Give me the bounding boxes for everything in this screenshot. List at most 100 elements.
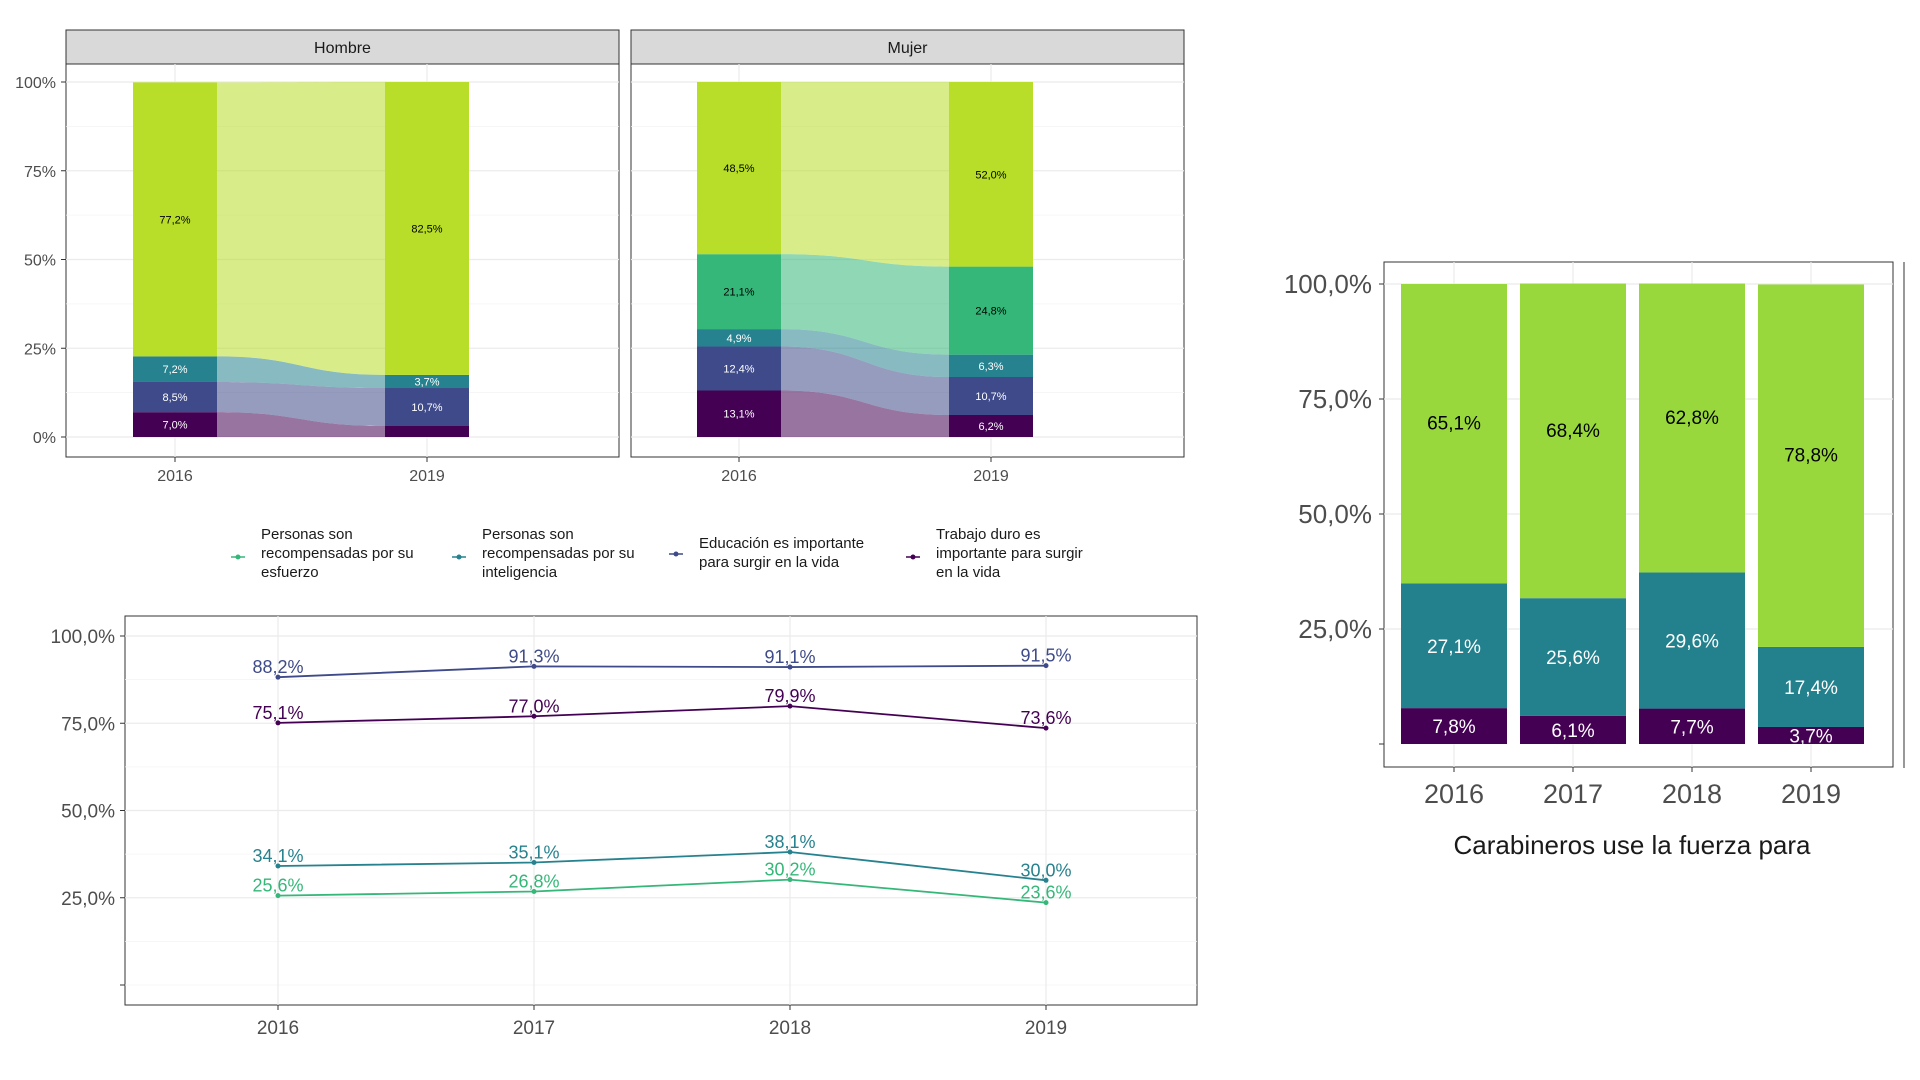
- x-tick-label: 2016: [157, 468, 193, 485]
- bar-segment-bar_teal: [1401, 583, 1507, 709]
- legend-label: importante para surgir: [936, 545, 1083, 562]
- legend-key-point: [673, 551, 679, 557]
- y-tick-label: 100,0%: [51, 627, 116, 648]
- legend: Personas son recompensadas por su esfuerzo…: [231, 526, 1083, 581]
- flow-inteligencia: [217, 356, 385, 389]
- series-esfuerzo: 25,6% 26,8% 30,2% 23,6%: [252, 860, 1072, 906]
- series-line: [277, 851, 1047, 882]
- data-label: 91,5%: [1020, 646, 1071, 666]
- bar-segment-bar_purple: [1758, 726, 1864, 744]
- data-label: 25,6%: [252, 876, 303, 896]
- y-tick-label: 0%: [33, 430, 56, 447]
- legend-key-point: [910, 554, 916, 560]
- data-label: 78,8%: [1784, 446, 1838, 467]
- bar-segment-other: [949, 82, 1033, 267]
- legend-item-esfuerzo: Personas son recompensadas por su esfuerzo: [231, 526, 414, 581]
- legend-item-educacion: Educación es importante para surgir en la…: [669, 535, 864, 571]
- data-label: 29,6%: [1665, 632, 1719, 653]
- legend-label: Personas son: [482, 526, 574, 543]
- data-label: 48,5%: [723, 163, 754, 175]
- legend-label: esfuerzo: [261, 564, 319, 581]
- data-point: [1043, 877, 1049, 883]
- x-tick-label: 2018: [1662, 779, 1722, 809]
- data-label: 21,1%: [723, 287, 754, 299]
- bar-segment-bar_green: [1639, 283, 1745, 573]
- series-educacion: 88,2% 91,3% 91,1% 91,5%: [252, 646, 1072, 680]
- bar-segment-esfuerzo: [949, 266, 1033, 355]
- x-tick-label: 2017: [513, 1018, 555, 1039]
- data-label: 82,5%: [411, 223, 442, 235]
- x-tick-label: 2018: [769, 1018, 811, 1039]
- data-label: 10,7%: [411, 402, 442, 414]
- facet-label: Hombre: [314, 40, 371, 57]
- legend-label: en la vida: [936, 564, 1001, 581]
- series-line: [277, 705, 1047, 730]
- y-tick-label: 100,0%: [1284, 269, 1372, 299]
- data-label: 6,2%: [978, 421, 1003, 433]
- data-label: 91,1%: [764, 647, 815, 667]
- data-point: [787, 664, 793, 670]
- data-label: 6,3%: [978, 361, 1003, 373]
- data-label: 12,4%: [723, 363, 754, 375]
- bar-segment-bar_teal: [1639, 572, 1745, 709]
- series-line: [277, 878, 1047, 904]
- data-point: [275, 674, 281, 680]
- y-tick-label: 25,0%: [61, 889, 115, 910]
- bar-segment-other: [385, 82, 469, 375]
- facet-panel-mujer: Mujer 13,1% 12,4% 4,9% 21,1% 48,5% 6,2% 10,7% 6,…: [630, 29, 1185, 485]
- data-label: 13,1%: [723, 409, 754, 421]
- legend-label: inteligencia: [482, 564, 558, 581]
- series-trabajo: 75,1% 77,0% 79,9% 73,6%: [252, 686, 1072, 731]
- data-point: [275, 720, 281, 726]
- data-label: 6,1%: [1551, 721, 1594, 742]
- flow-trabajo: [781, 390, 949, 437]
- data-label: 38,1%: [764, 832, 815, 852]
- data-point: [275, 893, 281, 899]
- bar-segment-educacion: [697, 346, 781, 391]
- bar-segment-bar_purple: [1401, 708, 1507, 744]
- bar-segment-bar_green: [1520, 283, 1626, 599]
- data-point: [1043, 725, 1049, 731]
- x-tick-label: 2019: [973, 468, 1009, 485]
- legend-key-point: [456, 554, 462, 560]
- bar-segment-educacion: [133, 381, 217, 413]
- data-label: 25,6%: [1546, 648, 1600, 669]
- legend-label: Trabajo duro es: [936, 526, 1041, 543]
- facet-strip: [65, 29, 620, 65]
- y-tick-label: 75%: [24, 164, 56, 181]
- data-label: 23,6%: [1020, 883, 1071, 903]
- data-point: [531, 663, 537, 669]
- data-label: 17,4%: [1784, 678, 1838, 699]
- data-point: [1043, 663, 1049, 669]
- facet-strip: [630, 29, 1185, 65]
- data-point: [531, 713, 537, 719]
- data-label: 79,9%: [764, 686, 815, 706]
- legend-key-point: [235, 554, 241, 560]
- flow-educacion: [217, 381, 385, 426]
- y-tick-label: 50,0%: [1298, 499, 1372, 529]
- bar-segment-trabajo: [133, 412, 217, 437]
- bar-segment-esfuerzo: [697, 254, 781, 330]
- bar-segment-educacion: [949, 377, 1033, 415]
- legend-item-inteligencia: Personas son recompensadas por su intelige…: [452, 526, 635, 581]
- legend-label: recompensadas por su: [482, 545, 635, 562]
- bar-segment-inteligencia: [133, 356, 217, 382]
- data-label: 52,0%: [975, 169, 1006, 181]
- legend-label: Educación es importante: [699, 535, 864, 552]
- bar-segment-inteligencia: [385, 374, 469, 389]
- facet-panel-hombre: Hombre 7,0% 8,5% 7,2% 77,2% 10,7% 3,7% 82,5% 201…: [65, 29, 620, 485]
- bar-segment-other: [133, 82, 217, 357]
- x-tick-label: 2019: [1781, 779, 1841, 809]
- y-tick-label: 25,0%: [1298, 614, 1372, 644]
- data-label: 8,5%: [162, 392, 187, 404]
- alluvial-chart: Hombre 7,0% 8,5% 7,2% 77,2% 10,7% 3,7% 82,5% 201…: [15, 29, 1185, 485]
- data-label: 7,8%: [1432, 717, 1475, 738]
- bar-segment-inteligencia: [697, 329, 781, 347]
- series-inteligencia: 34,1% 35,1% 38,1% 30,0%: [252, 832, 1072, 883]
- bar-segment-bar_green: [1758, 284, 1864, 647]
- y-tick-label: 75,0%: [61, 714, 115, 735]
- y-tick-label: 50%: [24, 253, 56, 270]
- x-tick-label: 2019: [1025, 1018, 1067, 1039]
- line-chart: 25,0% 50,0% 75,0% 100,0% 2016 2017 2018 2019 88,…: [51, 615, 1198, 1039]
